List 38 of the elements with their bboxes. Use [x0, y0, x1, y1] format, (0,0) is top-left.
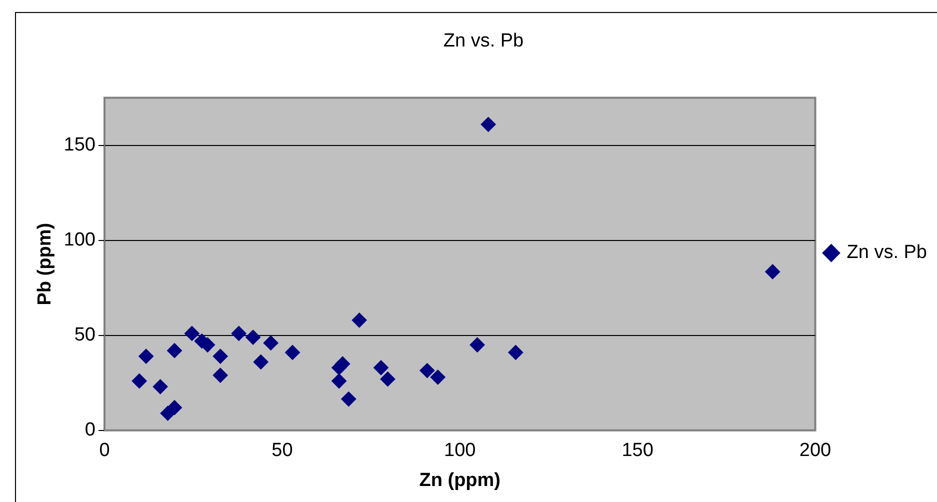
- point: [132, 373, 147, 388]
- point: [430, 370, 446, 385]
- point: [167, 400, 182, 416]
- point: [373, 360, 388, 376]
- y-tick-label: 50: [74, 324, 96, 346]
- x-tick-label: 150: [622, 440, 654, 462]
- point: [253, 354, 268, 370]
- point: [352, 312, 367, 328]
- x-axis-title: Zn (ppm): [419, 470, 501, 491]
- y-axis-title: Pb (ppm): [34, 222, 56, 306]
- point: [184, 326, 200, 341]
- chart-title: Zn vs. Pb: [443, 30, 524, 52]
- y-tick-label: 0: [84, 420, 96, 441]
- x-tick-label: 200: [799, 440, 832, 462]
- point: [332, 373, 347, 388]
- point: [167, 343, 182, 358]
- point: [246, 330, 261, 345]
- point: [152, 379, 168, 394]
- x-tick-label: 100: [444, 440, 476, 462]
- x-tick-label: 50: [272, 440, 293, 462]
- point: [263, 335, 278, 350]
- y-tick-label: 150: [64, 134, 96, 156]
- point: [420, 363, 435, 378]
- x-tick-label: 0: [99, 440, 110, 462]
- point: [508, 344, 524, 360]
- legend-label: Zn vs. Pb: [846, 242, 927, 264]
- point: [341, 392, 356, 407]
- point: [380, 372, 396, 387]
- point: [212, 368, 228, 383]
- point: [212, 348, 228, 364]
- point: [470, 337, 485, 352]
- point: [765, 264, 780, 280]
- point: [335, 356, 350, 372]
- point: [231, 326, 246, 341]
- point: [480, 116, 496, 132]
- point: [138, 348, 154, 364]
- point: [284, 344, 300, 360]
- y-tick-label: 100: [64, 230, 96, 251]
